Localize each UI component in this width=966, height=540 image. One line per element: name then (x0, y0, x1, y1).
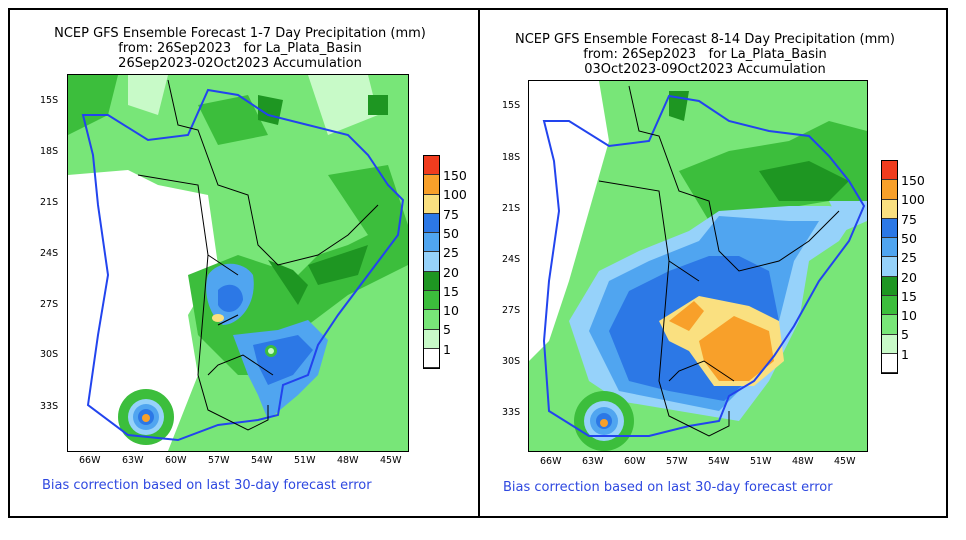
lat-label: 15S (40, 95, 59, 106)
legend-swatch (424, 252, 439, 272)
left-title: NCEP GFS Ensemble Forecast 1-7 Day Preci… (10, 26, 470, 71)
left-precip-map (67, 74, 409, 452)
lat-label: 21S (40, 197, 59, 208)
lon-label: 51W (294, 455, 316, 466)
legend-swatch (882, 180, 897, 200)
legend-label: 1 (901, 346, 909, 362)
lat-label: 30S (40, 349, 59, 360)
right-title-line-2: from: 26Sep2023 for La_Plata_Basin (583, 47, 827, 62)
right-precip-map (528, 80, 868, 452)
right-precip-field (529, 81, 867, 451)
right-title-line-1: NCEP GFS Ensemble Forecast 8-14 Day Prec… (514, 32, 895, 47)
legend-label: 50 (443, 225, 459, 241)
lat-label: 27S (40, 299, 59, 310)
lat-label: 27S (502, 305, 521, 316)
legend-label: 150 (443, 168, 467, 183)
legend-swatch (882, 296, 897, 316)
lon-label: 45W (834, 456, 856, 467)
legend-label: 15 (443, 283, 459, 299)
lon-label: 51W (750, 456, 772, 467)
lat-label: 24S (40, 248, 59, 259)
legend-label: 5 (901, 327, 909, 343)
lat-label: 33S (40, 401, 59, 412)
legend-label: 100 (443, 187, 467, 203)
legend-label: 20 (443, 264, 459, 280)
left-title-line-3: 26Sep2023-02Oct2023 Accumulation (118, 56, 362, 71)
panel-divider (478, 8, 480, 518)
legend-label: 25 (443, 245, 459, 261)
right-color-legend (881, 160, 898, 375)
lon-label: 60W (624, 456, 646, 467)
legend-swatch (882, 334, 897, 354)
legend-swatch (424, 291, 439, 311)
legend-swatch (424, 194, 439, 214)
legend-label: 75 (901, 211, 917, 227)
right-title-line-3: 03Oct2023-09Oct2023 Accumulation (584, 62, 826, 77)
left-title-line-2: from: 26Sep2023 for La_Plata_Basin (118, 41, 362, 56)
legend-swatch (882, 353, 897, 374)
lat-label: 21S (502, 203, 521, 214)
legend-swatch (882, 199, 897, 219)
legend-swatch (882, 218, 897, 239)
legend-label: 10 (901, 308, 917, 324)
legend-label: 15 (901, 288, 917, 304)
legend-label: 150 (901, 173, 925, 188)
lat-label: 24S (502, 254, 521, 265)
left-title-line-1: NCEP GFS Ensemble Forecast 1-7 Day Preci… (54, 26, 426, 41)
left-color-legend (423, 155, 440, 370)
legend-swatch (424, 233, 439, 253)
lon-label: 66W (540, 456, 562, 467)
lon-label: 57W (208, 455, 230, 466)
legend-label: 50 (901, 230, 917, 246)
legend-label: 10 (443, 303, 459, 319)
legend-swatch (424, 156, 439, 176)
lat-label: 33S (502, 407, 521, 418)
lon-label: 48W (337, 455, 359, 466)
legend-swatch (424, 329, 439, 349)
legend-swatch (424, 348, 439, 369)
lat-label: 18S (40, 146, 59, 157)
legend-swatch (882, 315, 897, 335)
lon-label: 48W (792, 456, 814, 467)
legend-swatch (882, 276, 897, 297)
legend-swatch (424, 310, 439, 330)
lat-label: 15S (502, 100, 521, 111)
legend-label: 100 (901, 192, 925, 208)
legend-swatch (424, 175, 439, 195)
legend-label: 1 (443, 341, 451, 357)
legend-label: 20 (901, 269, 917, 285)
legend-label: 75 (443, 206, 459, 222)
lon-label: 63W (582, 456, 604, 467)
legend-swatch (882, 238, 897, 258)
left-bias-note: Bias correction based on last 30-day for… (42, 478, 372, 493)
legend-label: 25 (901, 250, 917, 266)
lat-label: 30S (502, 356, 521, 367)
legend-swatch (424, 213, 439, 234)
lon-label: 54W (251, 455, 273, 466)
legend-swatch (882, 257, 897, 277)
right-title: NCEP GFS Ensemble Forecast 8-14 Day Prec… (470, 32, 940, 77)
left-precip-field (68, 75, 408, 451)
lat-label: 18S (502, 152, 521, 163)
lon-label: 66W (79, 455, 101, 466)
lon-label: 60W (165, 455, 187, 466)
lon-label: 45W (380, 455, 402, 466)
legend-swatch (882, 161, 897, 181)
lon-label: 54W (708, 456, 730, 467)
legend-label: 5 (443, 322, 451, 338)
right-bias-note: Bias correction based on last 30-day for… (503, 480, 833, 495)
lon-label: 57W (666, 456, 688, 467)
lon-label: 63W (122, 455, 144, 466)
legend-swatch (424, 271, 439, 292)
